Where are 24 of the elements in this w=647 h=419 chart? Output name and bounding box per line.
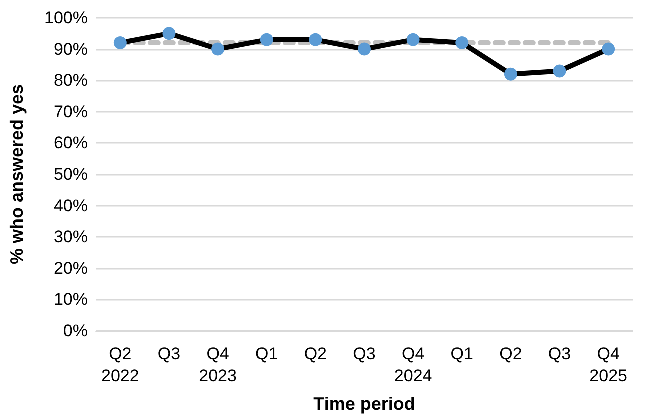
y-tick-label: 10%: [54, 290, 88, 310]
x-tick-label: Q1: [450, 344, 474, 364]
x-tick-label: Q4 2024: [394, 344, 432, 386]
x-tick-label: Q2: [304, 344, 328, 364]
x-tick-label: Q1: [256, 344, 278, 364]
y-tick-label: 100%: [44, 8, 88, 28]
y-tick-label: 50%: [54, 165, 88, 184]
y-tick-label: 60%: [54, 134, 88, 153]
y-tick-label: 80%: [54, 71, 88, 90]
y-tick-label: 70%: [54, 102, 88, 122]
y-tick-label: 30%: [54, 228, 88, 247]
x-tick-label: Q2 2022: [101, 344, 140, 386]
x-tick-label: Q3: [353, 344, 376, 364]
y-tick-label: 90%: [54, 40, 88, 59]
x-tick-label: Q2: [500, 344, 522, 364]
x-tick-label: Q3: [548, 344, 572, 364]
x-tick-label: Q3: [158, 344, 181, 364]
y-axis-title: % who answered yes: [7, 84, 27, 265]
y-tick-label: 0%: [63, 322, 88, 340]
y-tick-label: 40%: [54, 196, 88, 216]
x-axis-title: Time period: [314, 394, 416, 414]
x-tick-label: Q4 2025: [590, 344, 628, 386]
x-tick-label: Q4 2023: [199, 344, 237, 386]
y-tick-label: 20%: [54, 258, 88, 278]
